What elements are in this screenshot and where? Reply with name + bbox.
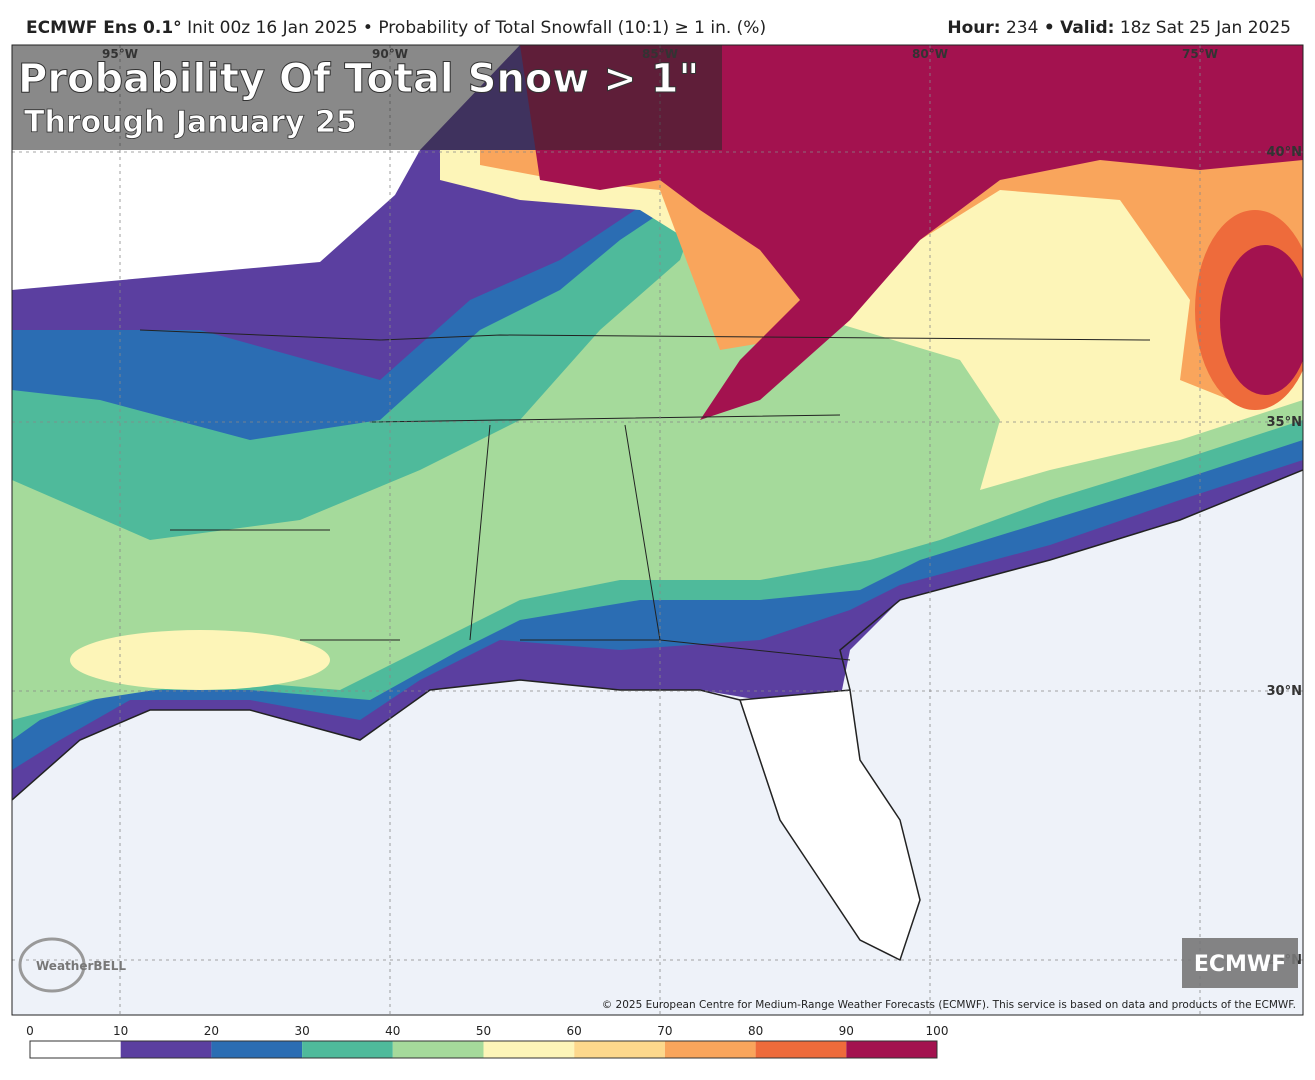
band — [440, 150, 1303, 490]
product: Probability of Total Snowfall (10:1) ≥ 1… — [378, 18, 767, 38]
colorbar-segment — [211, 1041, 303, 1058]
sep: • — [1043, 18, 1055, 38]
header-right: Hour: 234 • Valid: 18z Sat 25 Jan 2025 — [947, 18, 1291, 38]
colorbar-tick-label: 80 — [748, 1024, 763, 1038]
lon-labels: 95°W 90°W 85°W 80°W 75°W — [102, 47, 1218, 61]
init: Init 00z 16 Jan 2025 — [187, 18, 358, 38]
colorbar-segment — [120, 1041, 212, 1058]
lon-label: 80°W — [912, 47, 948, 61]
lat-label: 40°N — [1267, 145, 1302, 160]
map-field — [12, 45, 1303, 1015]
band — [70, 630, 330, 690]
title-box — [12, 45, 722, 150]
colorbar-tick-label: 30 — [294, 1024, 309, 1038]
colorbar-frame — [29, 1040, 938, 1059]
colorbar-tick-label: 60 — [567, 1024, 582, 1038]
lon-label: 75°W — [1182, 47, 1218, 61]
state-borders — [139, 329, 1151, 661]
lon-label: 85°W — [642, 47, 678, 61]
logo: ECMWF — [1194, 952, 1286, 977]
colorbar-tick-label: 20 — [204, 1024, 219, 1038]
hour: 234 — [1005, 18, 1039, 38]
graticule — [12, 45, 1303, 1015]
sep: • — [362, 18, 373, 38]
model: ECMWF Ens 0.1° — [26, 18, 182, 38]
lat-label: 30°N — [1267, 684, 1302, 699]
map-frame — [11, 44, 1304, 1016]
hour-label: Hour: — [947, 18, 1001, 38]
lat-label: 35°N — [1267, 415, 1302, 430]
copyright: © 2025 European Centre for Medium-Range … — [602, 999, 1296, 1011]
band — [480, 150, 1303, 400]
colorbar-segment — [392, 1041, 484, 1058]
valid-label: Valid: — [1060, 18, 1115, 38]
colorbar-segment — [755, 1041, 847, 1058]
header-left: ECMWF Ens 0.1° Init 00z 16 Jan 2025 • Pr… — [26, 18, 766, 38]
lon-label: 90°W — [372, 47, 408, 61]
colorbar-tick-label: 10 — [113, 1024, 128, 1038]
band — [1220, 245, 1303, 395]
brand-swirl — [18, 937, 86, 993]
colorbar-segment — [664, 1041, 756, 1058]
colorbar-tick-label: 40 — [385, 1024, 400, 1038]
colorbar-segment — [574, 1041, 665, 1058]
colorbar-segment — [302, 1041, 393, 1058]
florida — [738, 689, 921, 962]
overlay-title: Probability Of Total Snow > 1" — [18, 56, 699, 102]
colorbar-segment — [846, 1041, 937, 1058]
logo-box — [1182, 938, 1298, 988]
brand: WeatherBELL — [36, 959, 126, 973]
colorbar-segment — [483, 1041, 575, 1058]
colorbar-tick-label: 90 — [839, 1024, 854, 1038]
colorbar-tick-label: 50 — [476, 1024, 491, 1038]
colorbar-segment — [30, 1041, 121, 1058]
valid: 18z Sat 25 Jan 2025 — [1119, 18, 1291, 38]
colorbar-tick-label: 70 — [657, 1024, 672, 1038]
colorbar-tick-label: 0 — [26, 1024, 34, 1038]
colorbar: 0 10 20 30 40 50 60 70 80 90 100 — [26, 1024, 949, 1059]
lon-label: 95°W — [102, 47, 138, 61]
colorbar-tick-label: 100 — [926, 1024, 949, 1038]
overlay-subtitle: Through January 25 — [24, 105, 357, 140]
header: ECMWF Ens 0.1° Init 00z 16 Jan 2025 • Pr… — [26, 18, 1291, 42]
